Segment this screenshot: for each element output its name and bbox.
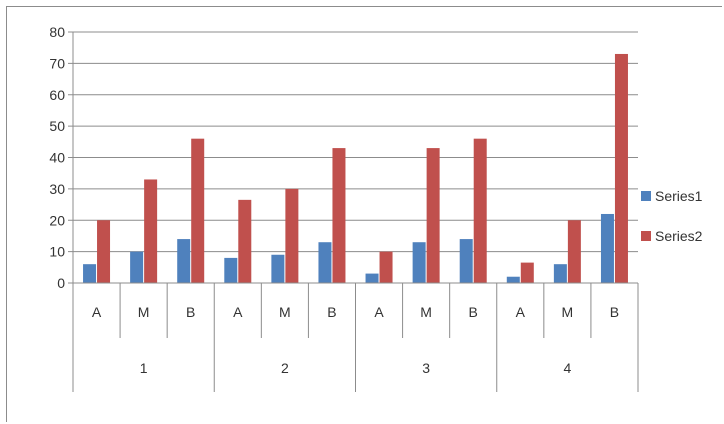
group-label-3: 3 [422,360,430,376]
bar-series2-5 [285,188,299,283]
ytick-label-50: 50 [49,118,65,134]
category-label-11: M [562,304,574,320]
bar-series1-12 [600,213,614,283]
bar-series1-1 [83,264,97,283]
bar-series2-2 [144,179,158,283]
bar-series2-7 [379,251,393,283]
bar-series2-12 [614,53,628,284]
bar-series2-9 [473,138,487,283]
legend-label-series2: Series2 [655,228,703,244]
bar-series2-6 [332,148,346,283]
category-label-10: A [516,304,526,320]
category-label-5: M [279,304,291,320]
bar-series2-1 [97,220,111,283]
group-label-2: 2 [281,360,289,376]
category-label-3: B [186,304,195,320]
bar-series1-3 [177,239,191,283]
category-label-2: M [138,304,150,320]
legend-swatch-series1 [641,191,651,201]
group-label-4: 4 [563,360,571,376]
bar-series1-5 [271,254,285,283]
bar-series2-8 [426,148,440,283]
group-label-1: 1 [140,360,148,376]
bar-series1-8 [412,242,426,283]
category-label-9: B [469,304,478,320]
ytick-label-10: 10 [49,244,65,260]
ytick-label-0: 0 [57,275,65,291]
category-label-4: A [233,304,243,320]
ytick-label-60: 60 [49,87,65,103]
category-label-6: B [327,304,336,320]
bar-series1-7 [365,273,379,283]
bar-series2-11 [567,220,581,283]
ytick-label-20: 20 [49,212,65,228]
ytick-label-40: 40 [49,150,65,166]
category-label-1: A [92,304,102,320]
category-label-12: B [610,304,619,320]
ytick-label-70: 70 [49,55,65,71]
bar-series1-2 [130,251,144,283]
bar-series1-9 [459,239,473,283]
legend-swatch-series2 [641,231,651,241]
ytick-label-80: 80 [49,24,65,40]
bar-series1-6 [318,242,332,283]
legend-label-series1: Series1 [655,188,703,204]
category-label-8: M [420,304,432,320]
bar-series2-3 [191,138,205,283]
chart-frame [6,6,722,422]
category-label-7: A [374,304,384,320]
bar-series1-10 [506,276,520,283]
bar-series1-11 [553,264,567,283]
bar-series1-4 [224,257,238,283]
bar-series2-10 [520,262,534,283]
ytick-label-30: 30 [49,181,65,197]
bar-series2-4 [238,199,252,283]
